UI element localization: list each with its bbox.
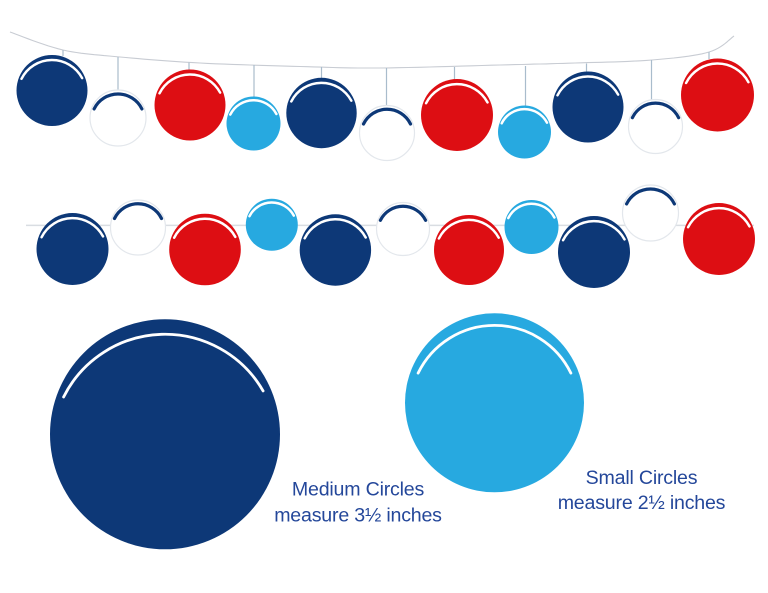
svg-text:measure 3½ inches: measure 3½ inches [274,505,442,527]
svg-text:measure 2½ inches: measure 2½ inches [558,492,726,514]
svg-text:Medium Circles: Medium Circles [292,479,425,501]
svg-text:Small Circles: Small Circles [586,467,698,489]
